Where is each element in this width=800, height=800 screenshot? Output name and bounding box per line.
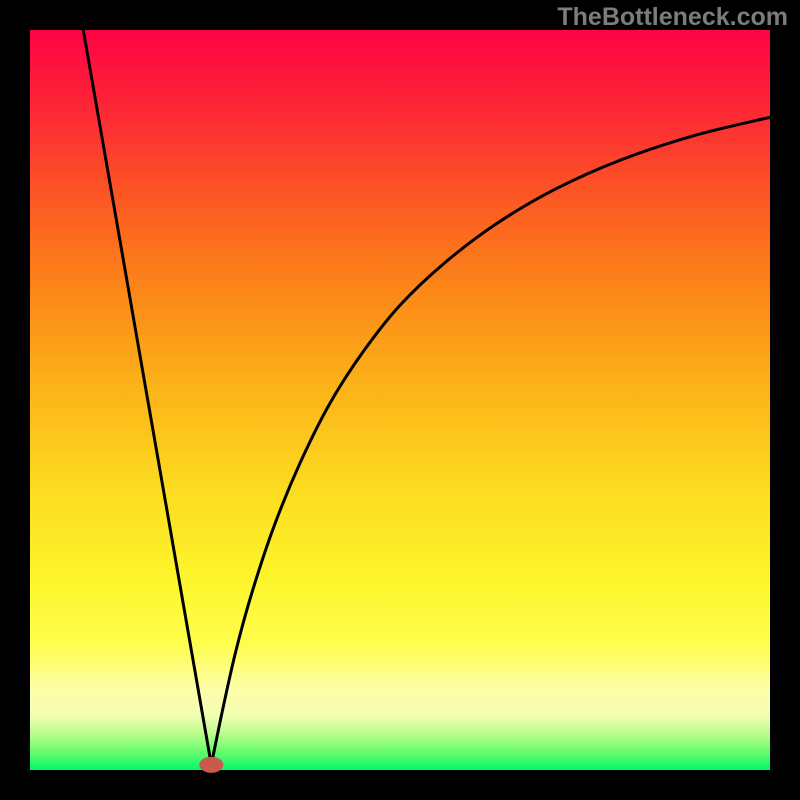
- watermark-label: TheBottleneck.com: [557, 3, 788, 32]
- optimal-point-marker: [199, 757, 223, 773]
- plot-background: [30, 30, 770, 770]
- bottleneck-chart: [0, 0, 800, 800]
